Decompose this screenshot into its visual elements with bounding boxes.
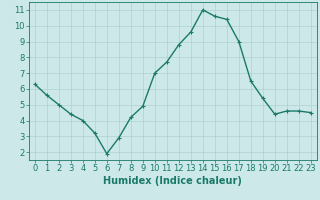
- X-axis label: Humidex (Indice chaleur): Humidex (Indice chaleur): [103, 176, 242, 186]
